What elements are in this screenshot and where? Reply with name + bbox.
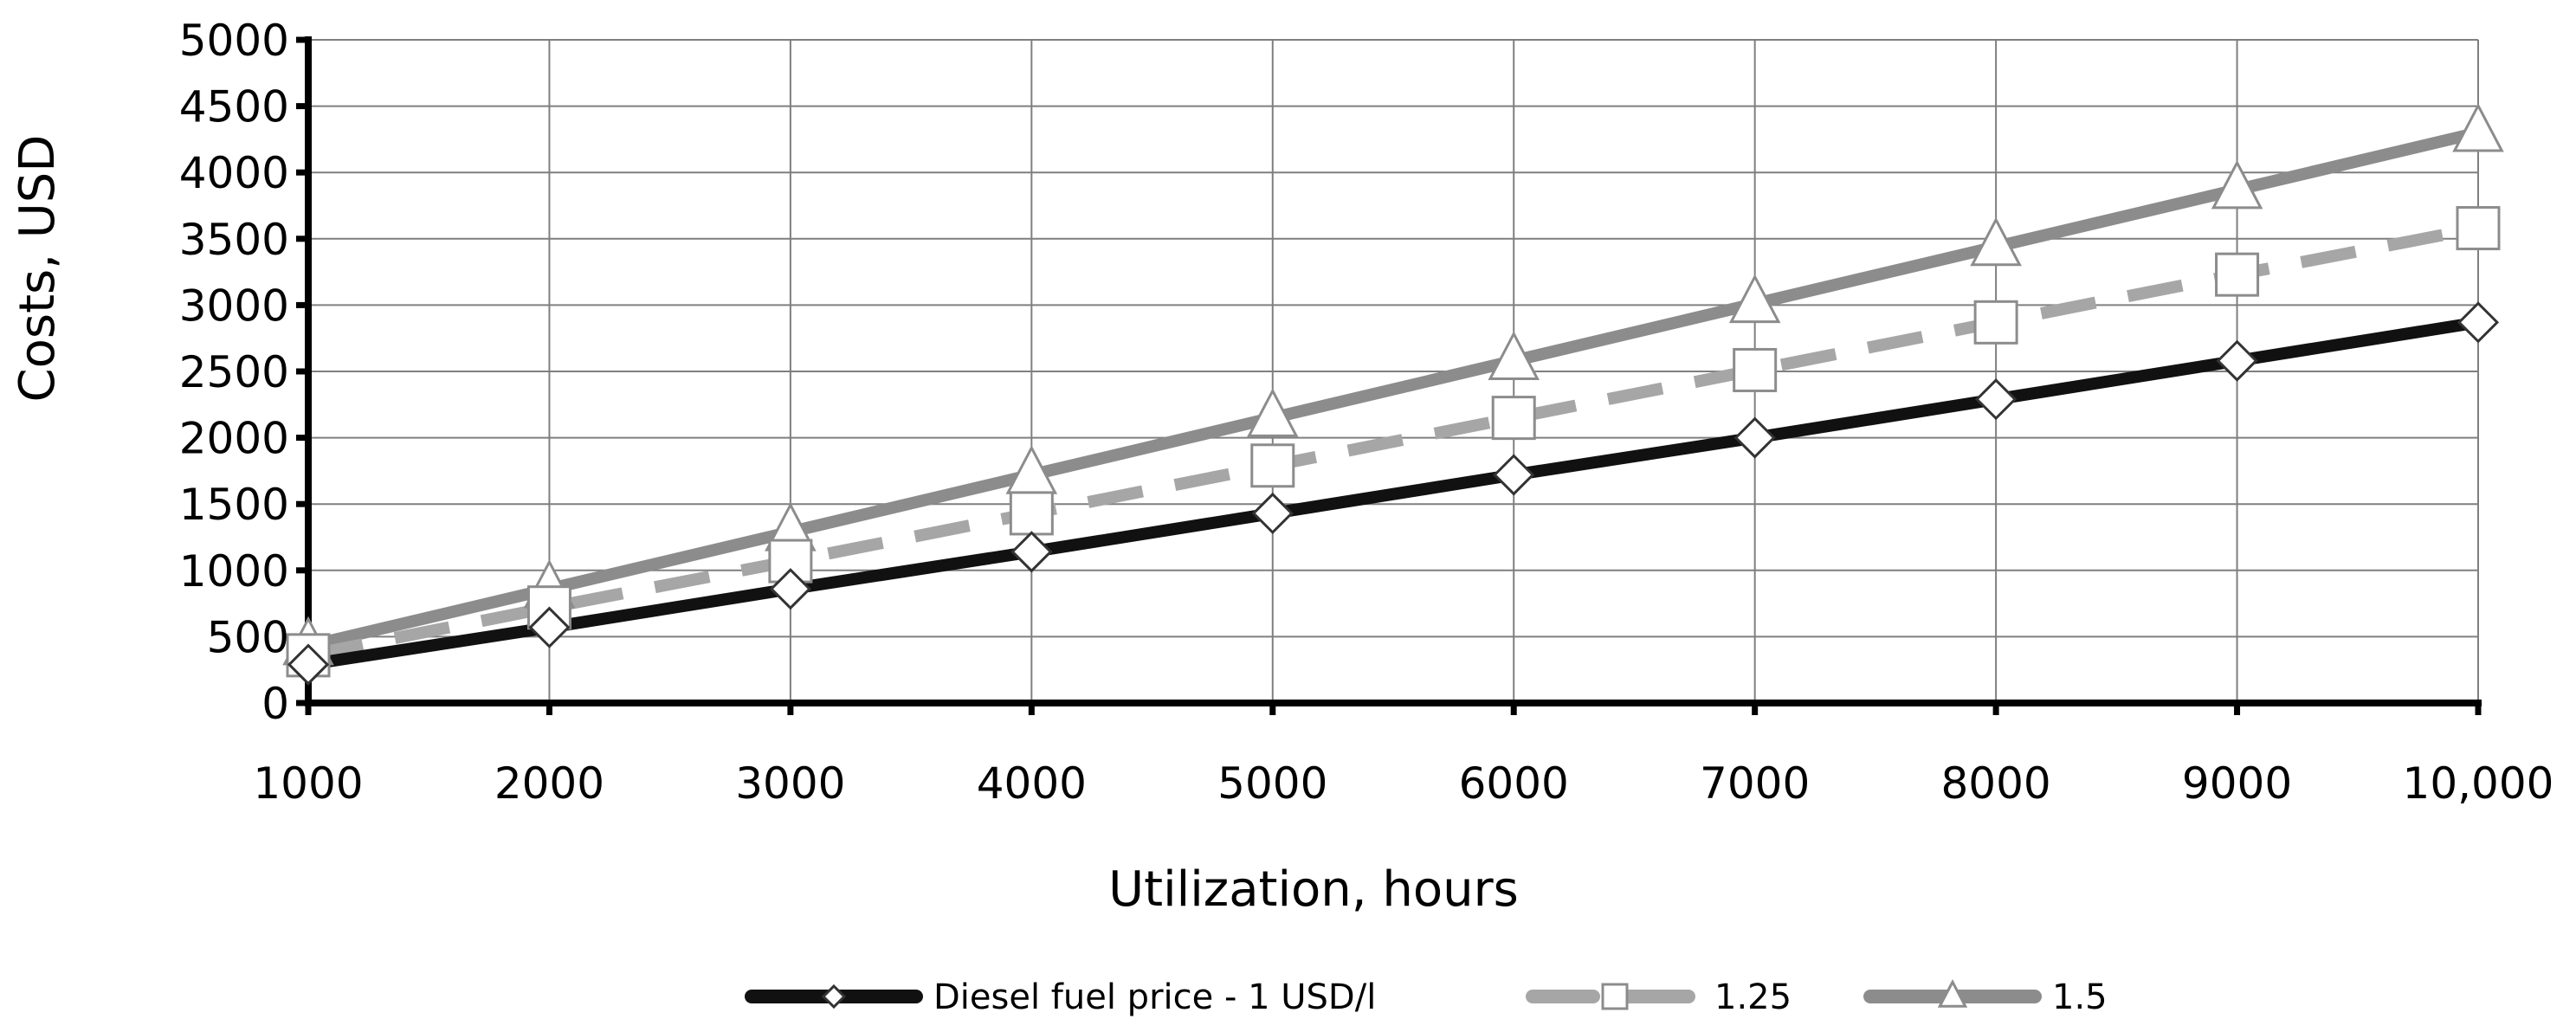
y-tick-label: 4000 (179, 148, 289, 198)
data-point (1250, 443, 1295, 488)
x-tick-label: 8000 (1940, 758, 2050, 809)
x-tick-label: 2000 (494, 758, 604, 809)
data-point (1974, 378, 2018, 421)
series-line (307, 126, 2480, 652)
data-point (1009, 491, 1054, 536)
data-point (1491, 396, 1536, 441)
legend-marker (1601, 983, 1629, 1010)
y-axis-title: Costs, USD (10, 135, 66, 403)
data-point (1251, 492, 1294, 535)
x-tick-label: 4000 (977, 758, 1087, 809)
legend-marker (1937, 978, 1968, 1008)
chart-axes (296, 36, 2482, 715)
data-point (1733, 347, 1778, 392)
data-point (2456, 206, 2501, 251)
y-tick-label: 1500 (179, 480, 289, 530)
series-line (307, 222, 2480, 661)
y-tick-label: 5000 (179, 16, 289, 66)
data-point (2457, 301, 2500, 344)
data-point (528, 606, 571, 648)
data-point (1970, 216, 2022, 267)
x-tick-label: 9000 (2182, 758, 2292, 809)
legend-marker (821, 984, 847, 1009)
data-point (2216, 339, 2258, 382)
data-point (287, 643, 330, 686)
data-point (2215, 252, 2260, 297)
y-tick-label: 0 (261, 679, 289, 729)
y-tick-label: 2000 (179, 414, 289, 464)
data-point (1973, 300, 2018, 345)
legend-label: 1.5 (2052, 977, 2108, 1017)
data-point (1733, 416, 1776, 459)
x-tick-label: 7000 (1700, 758, 1810, 809)
data-point (1488, 331, 1540, 381)
x-tick-label: 6000 (1459, 758, 1569, 809)
data-point (1246, 388, 1299, 437)
legend-label: Diesel fuel price - 1 USD/l (933, 977, 1376, 1017)
data-point (769, 568, 812, 610)
data-point (1728, 274, 1781, 324)
y-tick-label: 3000 (179, 281, 289, 331)
series-line (307, 316, 2480, 671)
chart-series (282, 102, 2504, 686)
x-tick-label: 1000 (253, 758, 363, 809)
chart-tick-labels: 0 500 1000 1500 2000 2500 3000 3500 4000 4500 5000… (179, 16, 2554, 809)
y-tick-label: 4500 (179, 82, 289, 132)
y-tick-label: 500 (207, 612, 289, 662)
chart-legend: Diesel fuel price - 1 USD/l 1.25 1.5 (745, 977, 2108, 1017)
data-point (2452, 102, 2504, 152)
x-tick-label: 10,000 (2403, 758, 2554, 809)
x-tick-label: 3000 (735, 758, 845, 809)
data-point (768, 539, 813, 584)
legend-label: 1.25 (1714, 977, 1792, 1017)
data-point (1010, 531, 1053, 573)
x-tick-label: 5000 (1217, 758, 1327, 809)
x-axis-title: Utilization, hours (1108, 861, 1519, 918)
data-point (1493, 454, 1535, 496)
y-tick-label: 1000 (179, 546, 289, 597)
y-tick-label: 3500 (179, 215, 289, 265)
y-tick-label: 2500 (179, 347, 289, 397)
data-point (2211, 159, 2263, 210)
